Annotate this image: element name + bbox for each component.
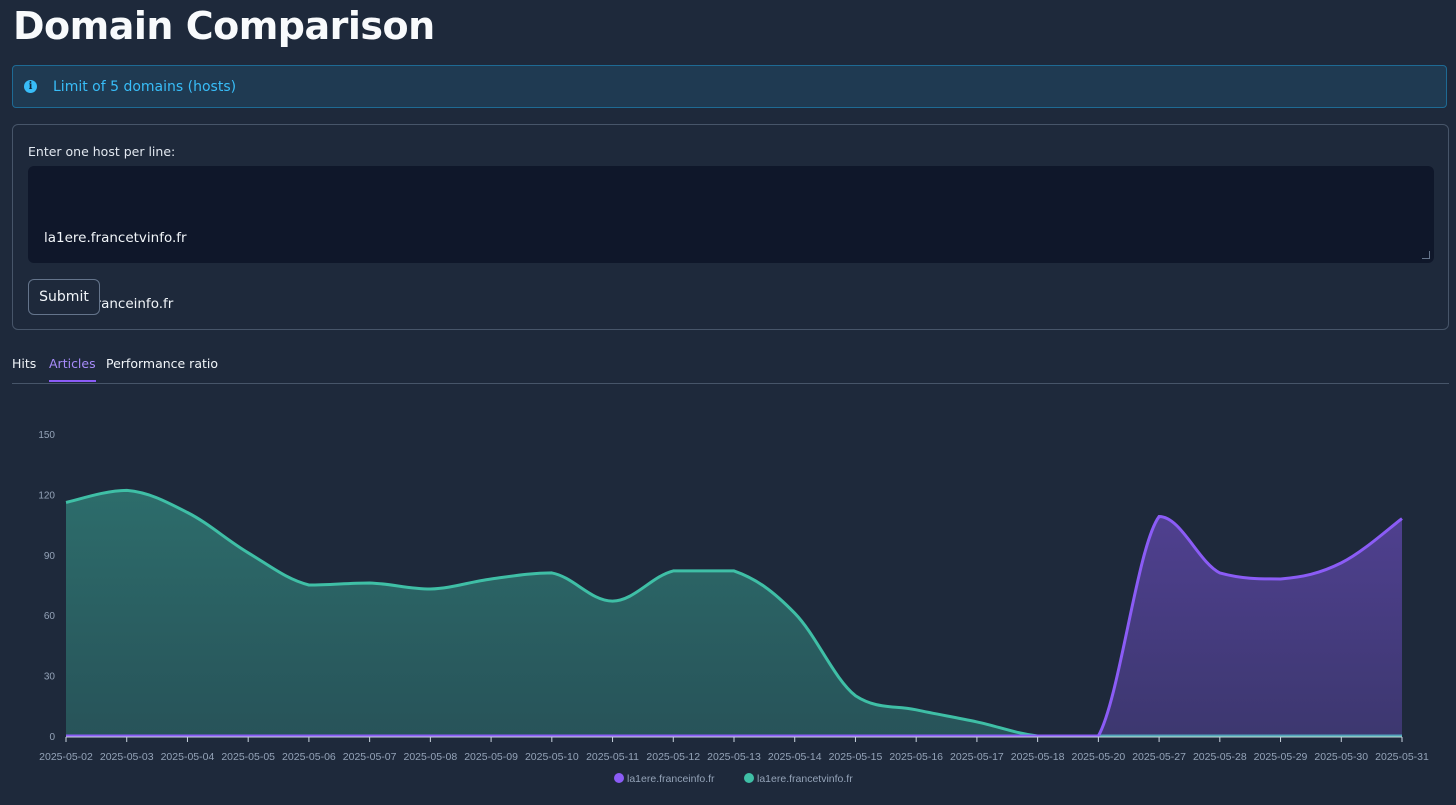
series-area-francetvinfo: [66, 490, 1402, 736]
x-tick-label: 2025-05-02: [39, 751, 93, 763]
y-tick-label: 60: [44, 611, 56, 622]
y-tick-label: 150: [38, 430, 55, 441]
legend-marker: [744, 773, 754, 783]
legend-label: la1ere.franceinfo.fr: [627, 773, 715, 785]
x-tick-label: 2025-05-05: [221, 751, 275, 763]
x-tick-label: 2025-05-14: [768, 751, 822, 763]
tab-articles[interactable]: Articles: [49, 356, 96, 382]
x-tick-label: 2025-05-09: [464, 751, 518, 763]
tab-hits[interactable]: Hits: [12, 356, 37, 371]
x-tick-label: 2025-05-06: [282, 751, 336, 763]
tab-bar: Hits Articles Performance ratio: [12, 350, 1449, 384]
x-tick-label: 2025-05-31: [1375, 751, 1429, 763]
y-tick-label: 30: [44, 672, 56, 683]
legend-label: la1ere.francetvinfo.fr: [757, 773, 853, 785]
submit-button[interactable]: Submit: [28, 279, 100, 315]
x-tick-label: 2025-05-30: [1314, 751, 1368, 763]
x-tick-label: 2025-05-12: [646, 751, 700, 763]
x-tick-label: 2025-05-03: [100, 751, 154, 763]
x-tick-label: 2025-05-28: [1193, 751, 1247, 763]
info-alert: i Limit of 5 domains (hosts): [12, 65, 1447, 108]
x-tick-label: 2025-05-11: [586, 751, 639, 763]
x-tick-label: 2025-05-16: [889, 751, 943, 763]
x-tick-label: 2025-05-08: [404, 751, 458, 763]
y-tick-label: 90: [44, 551, 56, 562]
x-tick-label: 2025-05-27: [1132, 751, 1186, 763]
resize-handle[interactable]: [1422, 251, 1430, 259]
x-tick-label: 2025-05-18: [1011, 751, 1065, 763]
articles-chart: 0 30 60 90 120 150 2025-05-02 2025-05-03 2025-05…: [0, 400, 1456, 801]
x-tick-label: 2025-05-29: [1254, 751, 1308, 763]
y-tick-label: 0: [49, 732, 55, 743]
series-line-franceinfo: [66, 515, 1403, 738]
host-line: la1ere.francetvinfo.fr: [44, 230, 187, 246]
page-title: Domain Comparison: [13, 4, 435, 48]
x-tick-label: 2025-05-20: [1072, 751, 1126, 763]
chart-svg: 0 30 60 90 120 150 2025-05-02 2025-05-03 2025-05…: [38, 430, 1429, 785]
series-area-franceinfo: [66, 516, 1402, 736]
tab-performance-ratio[interactable]: Performance ratio: [106, 356, 219, 371]
hosts-label: Enter one host per line:: [28, 144, 176, 159]
host-line: la1ere.franceinfo.fr: [44, 296, 174, 312]
host-form: Enter one host per line: la1ere.francetv…: [12, 124, 1449, 330]
x-tick-label: 2025-05-10: [525, 751, 579, 763]
x-tick-label: 2025-05-17: [950, 751, 1004, 763]
x-tick-label: 2025-05-13: [707, 751, 761, 763]
info-icon: i: [24, 80, 37, 93]
y-tick-label: 120: [38, 490, 55, 501]
x-tick-label: 2025-05-07: [343, 751, 397, 763]
x-tick-label: 2025-05-04: [161, 751, 215, 763]
hosts-textarea[interactable]: la1ere.francetvinfo.fr la1ere.franceinfo…: [28, 166, 1434, 312]
x-tick-label: 2025-05-15: [829, 751, 883, 763]
info-alert-text: Limit of 5 domains (hosts): [53, 78, 237, 95]
legend-marker: [614, 773, 624, 783]
